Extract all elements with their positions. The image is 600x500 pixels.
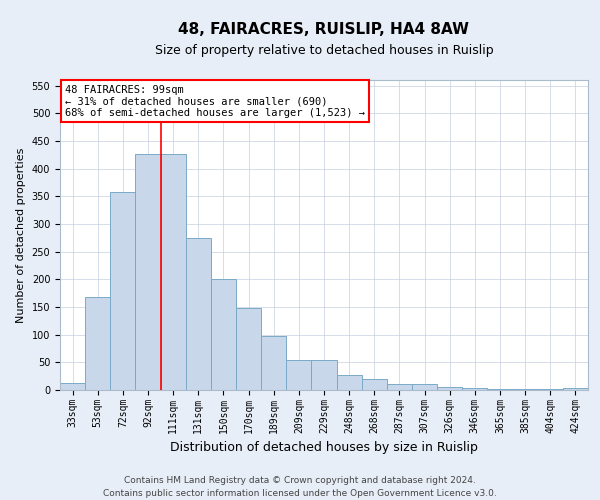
Bar: [136, 154, 161, 390]
Text: Contains HM Land Registry data © Crown copyright and database right 2024.
Contai: Contains HM Land Registry data © Crown c…: [103, 476, 497, 498]
Bar: [161, 154, 186, 390]
Bar: [311, 360, 337, 390]
Bar: [110, 192, 136, 390]
Bar: [211, 280, 236, 390]
Bar: [60, 383, 85, 390]
Bar: [462, 388, 487, 390]
Y-axis label: Number of detached properties: Number of detached properties: [16, 148, 26, 322]
Bar: [487, 389, 512, 390]
Bar: [261, 336, 286, 390]
Bar: [236, 308, 261, 390]
Bar: [563, 388, 588, 390]
Text: 48 FAIRACRES: 99sqm
← 31% of detached houses are smaller (690)
68% of semi-detac: 48 FAIRACRES: 99sqm ← 31% of detached ho…: [65, 84, 365, 118]
Bar: [85, 297, 110, 390]
X-axis label: Distribution of detached houses by size in Ruislip: Distribution of detached houses by size …: [170, 441, 478, 454]
Bar: [412, 384, 437, 390]
Bar: [362, 379, 387, 390]
Text: 48, FAIRACRES, RUISLIP, HA4 8AW: 48, FAIRACRES, RUISLIP, HA4 8AW: [179, 22, 470, 38]
Bar: [186, 238, 211, 390]
Bar: [337, 375, 362, 390]
Bar: [437, 387, 462, 390]
Bar: [387, 384, 412, 390]
Text: Size of property relative to detached houses in Ruislip: Size of property relative to detached ho…: [155, 44, 493, 57]
Bar: [286, 360, 311, 390]
